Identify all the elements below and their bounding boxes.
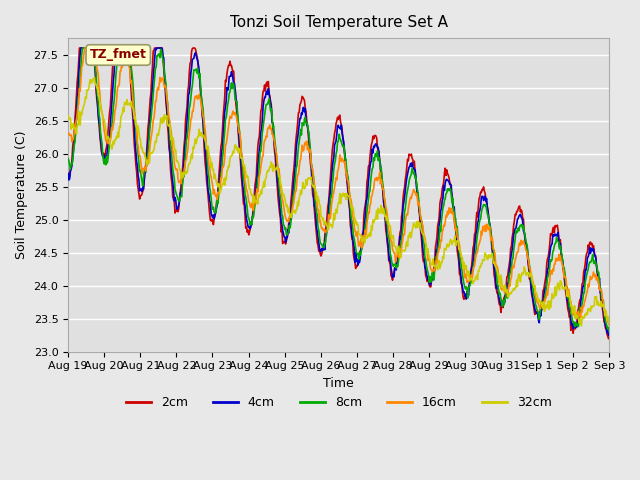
2cm <box>421 263 429 268</box>
16cm <box>64 131 72 136</box>
Line: 32cm: 32cm <box>68 77 609 326</box>
8cm <box>64 156 72 162</box>
2cm <box>214 189 221 194</box>
32cm <box>577 323 585 329</box>
2cm <box>605 336 613 341</box>
16cm <box>421 234 429 240</box>
Line: 16cm: 16cm <box>68 48 609 325</box>
8cm <box>131 108 138 113</box>
32cm <box>64 113 72 119</box>
32cm <box>91 74 99 80</box>
16cm <box>186 130 193 136</box>
32cm <box>131 116 138 122</box>
Legend: 2cm, 4cm, 8cm, 16cm, 32cm: 2cm, 4cm, 8cm, 16cm, 32cm <box>121 391 557 414</box>
16cm <box>81 45 88 51</box>
8cm <box>186 105 193 111</box>
8cm <box>79 45 86 51</box>
8cm <box>214 201 221 206</box>
8cm <box>405 179 413 184</box>
4cm <box>131 124 138 130</box>
2cm <box>131 143 138 149</box>
4cm <box>77 45 84 51</box>
32cm <box>421 239 429 244</box>
16cm <box>74 105 82 110</box>
4cm <box>74 90 82 96</box>
2cm <box>405 151 413 157</box>
4cm <box>605 333 613 339</box>
Title: Tonzi Soil Temperature Set A: Tonzi Soil Temperature Set A <box>230 15 448 30</box>
4cm <box>214 193 221 199</box>
32cm <box>605 321 613 326</box>
32cm <box>186 161 193 167</box>
4cm <box>64 170 72 176</box>
Line: 2cm: 2cm <box>68 48 609 339</box>
2cm <box>64 176 72 181</box>
32cm <box>405 234 413 240</box>
8cm <box>421 254 429 260</box>
16cm <box>605 323 613 328</box>
16cm <box>131 109 138 115</box>
2cm <box>76 45 83 51</box>
Y-axis label: Soil Temperature (C): Soil Temperature (C) <box>15 131 28 259</box>
8cm <box>605 329 613 335</box>
Line: 4cm: 4cm <box>68 48 609 336</box>
16cm <box>405 202 413 207</box>
Text: TZ_fmet: TZ_fmet <box>90 48 147 61</box>
16cm <box>214 190 221 195</box>
32cm <box>74 122 82 128</box>
X-axis label: Time: Time <box>323 377 354 390</box>
32cm <box>214 184 221 190</box>
2cm <box>605 336 612 342</box>
2cm <box>74 72 82 78</box>
4cm <box>186 90 193 96</box>
Line: 8cm: 8cm <box>68 48 609 332</box>
2cm <box>186 70 193 75</box>
4cm <box>421 264 429 270</box>
4cm <box>405 164 413 170</box>
8cm <box>74 97 82 103</box>
